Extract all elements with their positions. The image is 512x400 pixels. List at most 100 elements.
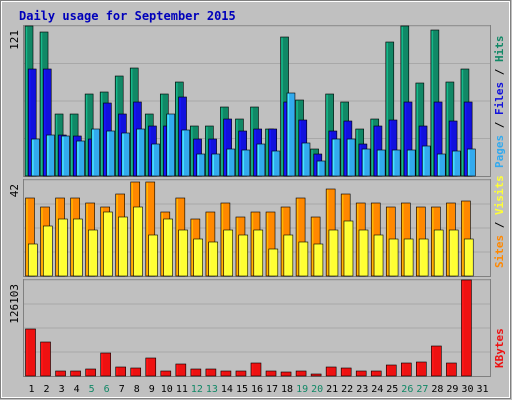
- bar-visits-day-2: [43, 225, 53, 277]
- bar-kbytes-day-17: [265, 370, 277, 377]
- bar-visits-day-4: [73, 218, 83, 277]
- x-tick-label: 2: [44, 384, 50, 395]
- bar-kbytes-day-27: [416, 361, 427, 377]
- bar-visits-day-16: [253, 229, 264, 277]
- bar-kbytes-day-11: [175, 363, 187, 377]
- bar-pages-day-7: [121, 132, 130, 177]
- bar-visits-day-21: [328, 229, 339, 277]
- x-tick-label: 31: [476, 384, 488, 395]
- x-tick-label: 22: [341, 384, 353, 395]
- x-tick-label: 10: [161, 384, 173, 395]
- bar-pages-day-2: [46, 134, 55, 177]
- bar-pages-day-18: [286, 92, 296, 177]
- bar-kbytes-day-6: [100, 352, 111, 377]
- bar-pages-day-3: [61, 135, 70, 177]
- bar-visits-day-5: [88, 229, 98, 277]
- bar-visits-day-20: [313, 243, 324, 277]
- bar-visits-day-1: [27, 243, 38, 277]
- x-tick-label: 28: [431, 384, 443, 395]
- bar-visits-day-25: [388, 238, 399, 277]
- series-visits: [27, 206, 474, 277]
- panel-legend: Pages / Files / Hits: [493, 36, 506, 169]
- bar-pages-day-12: [196, 153, 206, 177]
- bar-visits-day-28: [433, 229, 444, 277]
- bar-kbytes-day-22: [340, 367, 352, 377]
- bar-kbytes-day-20: [310, 373, 322, 377]
- legend-sites: Sites: [493, 235, 506, 268]
- bar-pages-day-29: [452, 150, 461, 177]
- x-tick-label: 19: [296, 384, 308, 395]
- bar-visits-day-8: [133, 206, 143, 277]
- y-axis-max-label: 42: [8, 184, 21, 197]
- chart-title: Daily usage for September 2015: [19, 9, 236, 23]
- bar-visits-day-14: [223, 229, 234, 277]
- bar-kbytes-day-25: [385, 364, 397, 377]
- x-tick-label: 13: [206, 384, 218, 395]
- panel-legend: Sites / Visits: [493, 175, 506, 268]
- x-tick-label: 21: [326, 384, 338, 395]
- bar-pages-day-13: [211, 153, 221, 177]
- legend-files: Files: [493, 82, 506, 115]
- bar-kbytes-day-5: [85, 368, 96, 377]
- bar-kbytes-day-3: [55, 370, 66, 377]
- bar-kbytes-day-14: [220, 370, 232, 377]
- panel-2: 42 Sites / Visits: [8, 175, 506, 277]
- bar-pages-day-23: [361, 148, 371, 177]
- x-tick-label: 5: [89, 384, 95, 395]
- x-tick-label: 24: [371, 384, 383, 395]
- x-tick-label: 16: [251, 384, 263, 395]
- x-tick-label: 7: [119, 384, 125, 395]
- bar-visits-day-9: [148, 234, 158, 277]
- bar-kbytes-day-23: [355, 370, 367, 377]
- panel-legend: KBytes: [493, 328, 506, 368]
- x-axis-ticks: 1 2 3 4 5 6 7 8 9 10 11 12 13 14 15 16 17 18 19 20 21 22 23 24 2…: [29, 384, 489, 395]
- x-tick-label: 4: [74, 384, 80, 395]
- bar-pages-day-17: [271, 150, 281, 177]
- x-tick-label: 23: [356, 384, 368, 395]
- bar-kbytes-day-2: [40, 341, 51, 377]
- bar-pages-day-6: [106, 130, 115, 177]
- bar-visits-day-3: [58, 218, 68, 277]
- bar-visits-day-22: [343, 220, 354, 277]
- bar-visits-day-27: [418, 238, 429, 277]
- bar-pages-day-28: [436, 153, 446, 177]
- legend-visits: Visits: [493, 175, 506, 215]
- bar-visits-day-6: [103, 211, 113, 277]
- bar-pages-day-26: [406, 149, 416, 177]
- bar-visits-day-24: [373, 234, 384, 277]
- x-tick-label: 25: [386, 384, 398, 395]
- bar-visits-day-18: [283, 234, 294, 277]
- bar-visits-day-30: [463, 238, 474, 277]
- bar-pages-day-21: [331, 138, 341, 177]
- bar-visits-day-13: [208, 241, 218, 277]
- x-tick-label: 30: [461, 384, 473, 395]
- x-tick-label: 9: [149, 384, 155, 395]
- bar-visits-day-29: [448, 229, 459, 277]
- panel-3: 126103 KBytes: [8, 279, 506, 377]
- y-axis-max-label: 121: [8, 30, 21, 50]
- bar-pages-day-20: [316, 160, 326, 177]
- x-tick-label: 18: [281, 384, 293, 395]
- bar-visits-day-17: [268, 248, 279, 277]
- bar-pages-day-1: [31, 138, 40, 177]
- legend-pages: Pages: [493, 135, 506, 168]
- bar-kbytes-day-10: [160, 370, 172, 377]
- panel-1: 121 Pages / Files / Hits: [8, 25, 506, 177]
- x-tick-label: 26: [401, 384, 413, 395]
- bar-visits-day-12: [193, 238, 203, 277]
- bar-kbytes-day-18: [280, 371, 292, 377]
- legend-kbytes: KBytes: [493, 328, 506, 368]
- x-tick-label: 29: [446, 384, 458, 395]
- bar-pages-day-30: [467, 148, 476, 177]
- bar-visits-day-10: [163, 218, 173, 277]
- series-kbytes: [25, 279, 472, 377]
- bar-kbytes-day-7: [115, 366, 126, 377]
- bar-kbytes-day-26: [401, 362, 412, 377]
- x-tick-label: 15: [236, 384, 248, 395]
- x-tick-label: 6: [104, 384, 110, 395]
- legend-hits: Hits: [493, 36, 506, 63]
